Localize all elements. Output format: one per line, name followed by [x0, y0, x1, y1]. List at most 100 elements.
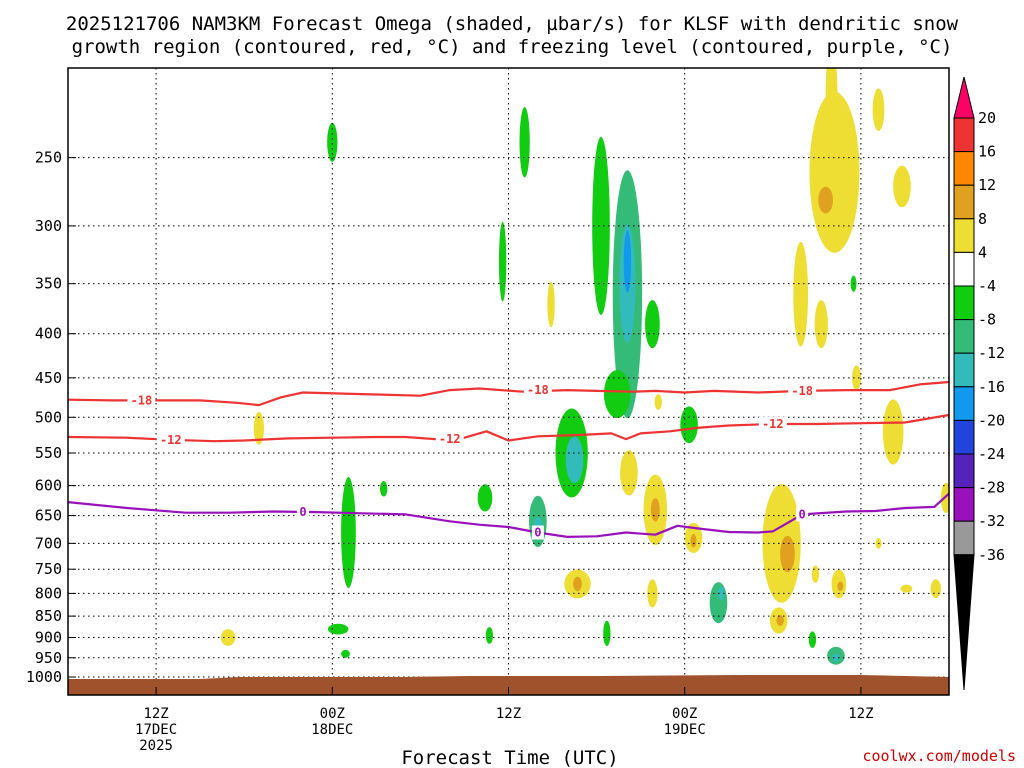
colorbar-label: -16: [978, 378, 1005, 396]
omega-cell: [327, 623, 349, 635]
y-tick-label: 900: [35, 629, 62, 647]
omega-cell: [498, 221, 507, 302]
x-tick-label: 17DEC: [135, 722, 177, 738]
omega-cell: [565, 436, 584, 484]
contour-label: -18: [131, 393, 153, 407]
colorbar-top-arrow: [953, 76, 975, 119]
omega-cell: [477, 484, 493, 512]
contour-label-bg: [523, 383, 552, 398]
y-tick-label: 1000: [26, 668, 62, 686]
contour-label: -12: [762, 417, 784, 431]
y-tick-label: 800: [35, 584, 62, 602]
colorbar-label: 8: [978, 210, 987, 228]
omega-cell: [253, 411, 265, 445]
omega-cell: [592, 136, 610, 315]
colorbar-swatch: [953, 487, 975, 522]
colorbar-label: -36: [978, 546, 1005, 564]
colorbar-label: -4: [978, 277, 996, 295]
omega-cell: [893, 165, 911, 208]
colorbar-label: -32: [978, 512, 1005, 530]
y-tick-label: 750: [35, 560, 62, 578]
omega-cell: [623, 230, 632, 293]
y-tick-label: 400: [35, 325, 62, 343]
omega-cell: [519, 107, 530, 178]
x-tick-label: 00Z: [672, 706, 697, 722]
colorbar-label: -8: [978, 311, 996, 329]
contour-label-bg: [156, 432, 185, 447]
contour-label-bg: [788, 383, 817, 398]
colorbar-swatch: [953, 218, 975, 253]
contour-label-bg: [758, 416, 787, 431]
omega-cell: [573, 576, 582, 592]
omega-cell: [654, 394, 662, 410]
y-axis: 250 300 350 400 450 500 550 600 650 700 750 800 850 9…: [26, 149, 76, 686]
omega-cell: [793, 241, 809, 347]
y-tick-label: 650: [35, 507, 62, 525]
omega-cell: [872, 88, 885, 132]
omega-cell: [832, 653, 840, 662]
omega-cell: [647, 579, 658, 608]
omega-cell: [837, 581, 844, 592]
y-tick-label: 950: [35, 649, 62, 667]
contour-label: -12: [160, 433, 182, 447]
contour-label-bg: [435, 432, 464, 447]
omega-cell: [650, 498, 660, 522]
gridlines: [68, 68, 949, 695]
omega-cell: [547, 281, 555, 328]
contour-freezing-level: [68, 492, 949, 538]
omega-cell: [818, 186, 834, 214]
chart-title-line1: 2025121706 NAM3KM Forecast Omega (shaded…: [66, 13, 959, 35]
omega-cell: [645, 300, 660, 349]
omega-cell: [780, 535, 795, 573]
credit-text: coolwx.com/models: [862, 747, 1016, 765]
y-tick-label: 250: [35, 149, 62, 167]
omega-cell: [811, 565, 820, 583]
contour-label: -12: [439, 432, 461, 446]
colorbar-label: 12: [978, 176, 996, 194]
colorbar-label: -20: [978, 411, 1005, 429]
omega-cell: [814, 300, 828, 349]
y-tick-label: 450: [35, 369, 62, 387]
omega-cell: [603, 370, 631, 419]
omega-cell: [718, 586, 725, 601]
omega-cell: [852, 365, 861, 391]
colorbar-swatch: [953, 352, 975, 388]
colorbar-swatch: [953, 520, 975, 556]
contour-label: 0: [299, 505, 306, 519]
colorbar-swatch: [953, 117, 975, 153]
colorbar-bottom-arrow: [953, 554, 975, 691]
x-axis-label: Forecast Time (UTC): [401, 747, 618, 768]
omega-cell: [776, 615, 784, 626]
y-tick-label: 300: [35, 217, 62, 235]
omega-cell: [341, 477, 356, 589]
omega-cell: [690, 533, 697, 548]
x-tick-label: 12Z: [143, 706, 168, 722]
omega-cell: [341, 649, 350, 658]
omega-cell: [327, 122, 338, 162]
contour-label-bg: [296, 505, 309, 520]
colorbar-swatch: [953, 184, 975, 220]
colorbar-label: 16: [978, 143, 996, 161]
y-tick-label: 850: [35, 607, 62, 625]
y-tick-label: 600: [35, 477, 62, 495]
terrain-band: [68, 675, 949, 695]
chart-title-line2: growth region (contoured, red, °C) and f…: [72, 36, 953, 58]
omega-cell: [882, 399, 904, 465]
y-tick-label: 550: [35, 444, 62, 462]
colorbar-label: -28: [978, 479, 1005, 497]
contour-label: -18: [527, 383, 549, 397]
colorbar-label: 4: [978, 243, 987, 261]
contour-label: 0: [534, 526, 541, 540]
colorbar-swatch: [953, 419, 975, 455]
omega-shading: [220, 68, 949, 665]
x-tick-label: 12Z: [848, 706, 873, 722]
omega-cell: [680, 406, 698, 444]
contours: -18 -18 -18 -12 -12 -12 0 0 0: [68, 380, 949, 540]
y-tick-label: 350: [35, 275, 62, 293]
colorbar-swatch: [953, 386, 975, 421]
omega-cell: [380, 480, 388, 497]
y-tick-label: 700: [35, 534, 62, 552]
colorbar-swatch: [953, 151, 975, 186]
